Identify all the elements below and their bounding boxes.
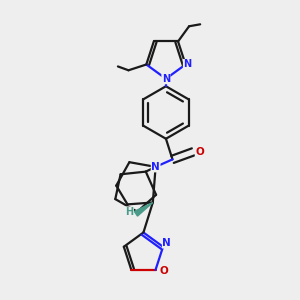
Text: H: H bbox=[125, 207, 134, 217]
Text: N: N bbox=[183, 59, 191, 70]
Text: N: N bbox=[162, 74, 170, 84]
Text: O: O bbox=[160, 266, 168, 276]
Text: N: N bbox=[151, 162, 160, 172]
Text: N: N bbox=[162, 238, 171, 248]
Polygon shape bbox=[134, 202, 153, 216]
Text: O: O bbox=[195, 147, 204, 157]
